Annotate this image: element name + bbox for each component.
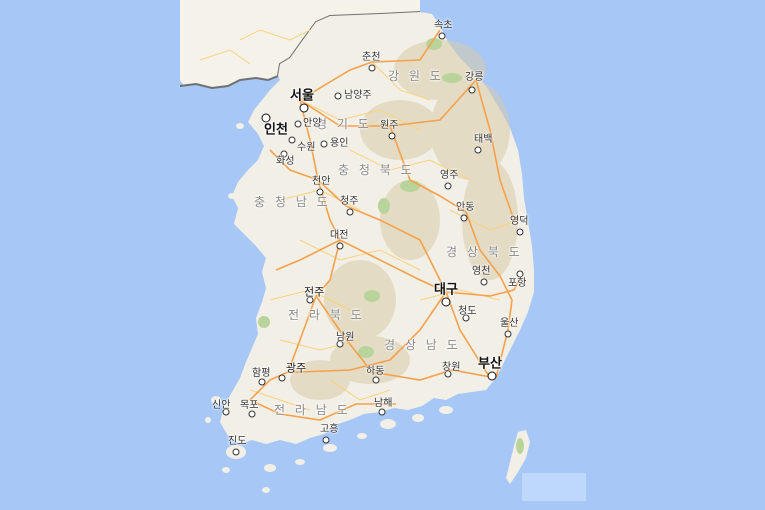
city-marker-anyang[interactable] [294, 120, 302, 128]
city-label-ulsan[interactable]: 울산 [500, 318, 519, 329]
city-label-yeongdeok[interactable]: 영덕 [510, 216, 529, 227]
city-marker-gwangju[interactable] [278, 374, 286, 382]
city-label-hampyeong[interactable]: 함평 [252, 368, 271, 379]
city-label-gwangju[interactable]: 광주 [286, 361, 307, 375]
city-label-busan[interactable]: 부산 [478, 356, 502, 372]
city-marker-yeongju[interactable] [444, 182, 452, 190]
city-label-chuncheon[interactable]: 춘천 [362, 52, 381, 63]
city-marker-suwon[interactable] [288, 136, 296, 144]
province-label-chungnam: 충 청 남 도 [254, 195, 331, 209]
city-label-yeongcheon[interactable]: 영천 [472, 266, 491, 277]
city-marker-wonju[interactable] [388, 132, 396, 140]
city-marker-cheongdo[interactable] [462, 314, 470, 322]
city-marker-yongin[interactable] [320, 140, 328, 148]
city-label-hwaseong[interactable]: 화성 [276, 156, 295, 167]
province-label-gyeonggi: 경 기 도 [316, 117, 372, 131]
city-marker-cheongju[interactable] [346, 208, 354, 216]
city-label-sinan[interactable]: 신안 [212, 400, 231, 411]
city-marker-hampyeong[interactable] [258, 378, 266, 386]
city-marker-sinan[interactable] [222, 408, 230, 416]
city-label-namhae[interactable]: 남해 [374, 398, 393, 409]
province-label-chungbuk: 충 청 북 도 [338, 163, 415, 177]
city-label-goheung[interactable]: 고흥 [320, 424, 339, 435]
city-marker-incheon[interactable] [261, 113, 271, 123]
city-marker-seoul[interactable] [299, 103, 309, 113]
city-label-daegu[interactable]: 대구 [434, 282, 458, 298]
city-marker-cheonan[interactable] [316, 188, 324, 196]
city-label-yongin[interactable]: 용인 [330, 138, 349, 149]
city-label-suwon[interactable]: 수원 [297, 142, 316, 153]
city-label-jeonju[interactable]: 전주 [304, 285, 325, 299]
city-marker-mokpo[interactable] [248, 410, 256, 418]
city-label-anyang[interactable]: 안양 [303, 118, 322, 129]
city-marker-jeonju[interactable] [306, 296, 314, 304]
city-label-sokcho[interactable]: 속초 [434, 20, 453, 31]
city-label-daejeon[interactable]: 대전 [330, 230, 349, 241]
city-marker-hadong[interactable] [372, 376, 380, 384]
city-label-pohang[interactable]: 포항 [508, 278, 527, 289]
city-label-gangneung[interactable]: 강릉 [465, 72, 484, 83]
city-label-wonju[interactable]: 원주 [380, 120, 399, 131]
city-marker-chuncheon[interactable] [368, 64, 376, 72]
city-label-namyangju[interactable]: 남양주 [344, 90, 372, 101]
city-label-changwon[interactable]: 창원 [442, 362, 461, 373]
city-label-incheon[interactable]: 인천 [264, 122, 288, 138]
forest-patches [258, 38, 524, 454]
city-label-yeongju[interactable]: 영주 [440, 170, 459, 181]
province-label-jeonbuk: 전 라 북 도 [288, 308, 365, 322]
city-label-cheongdo[interactable]: 청도 [458, 306, 477, 317]
terrain-relief [290, 40, 518, 400]
city-label-cheongju[interactable]: 청주 [340, 196, 359, 207]
province-label-gyeongnam: 경 상 남 도 [384, 338, 461, 352]
city-label-mokpo[interactable]: 목포 [240, 400, 259, 411]
city-label-seoul[interactable]: 서울 [290, 88, 314, 104]
city-marker-andong[interactable] [460, 214, 468, 222]
city-marker-sokcho[interactable] [438, 32, 446, 40]
city-label-hadong[interactable]: 하동 [366, 366, 385, 377]
city-marker-namhae[interactable] [378, 408, 386, 416]
province-label-gyeongbuk: 경 상 북 도 [446, 245, 523, 259]
city-marker-busan[interactable] [487, 371, 497, 381]
province-label-jeonnam: 전 라 남 도 [274, 403, 351, 417]
city-marker-jindo[interactable] [232, 448, 240, 456]
city-marker-daejeon[interactable] [336, 242, 344, 250]
city-marker-gangneung[interactable] [468, 86, 476, 94]
city-label-taebaek[interactable]: 태백 [474, 134, 493, 145]
city-marker-yeongcheon[interactable] [480, 278, 488, 286]
city-marker-goheung[interactable] [322, 436, 330, 444]
city-label-andong[interactable]: 안동 [456, 202, 475, 213]
city-marker-namyangju[interactable] [334, 92, 342, 100]
city-marker-yeongdeok[interactable] [516, 228, 524, 236]
city-marker-daegu[interactable] [441, 297, 451, 307]
city-label-jindo[interactable]: 진도 [228, 436, 247, 447]
province-label-gangwon: 강 원 도 [388, 69, 444, 83]
city-marker-ulsan[interactable] [504, 330, 512, 338]
inset-shade [522, 473, 586, 501]
city-label-cheonan[interactable]: 천안 [312, 176, 331, 187]
city-marker-taebaek[interactable] [474, 146, 482, 154]
city-marker-hwaseong[interactable] [280, 150, 288, 158]
city-marker-namwon[interactable] [336, 340, 344, 348]
local-roads [199, 29, 521, 411]
city-label-namwon[interactable]: 남원 [336, 332, 355, 343]
city-marker-pohang[interactable] [516, 270, 524, 278]
city-marker-changwon[interactable] [444, 370, 452, 378]
